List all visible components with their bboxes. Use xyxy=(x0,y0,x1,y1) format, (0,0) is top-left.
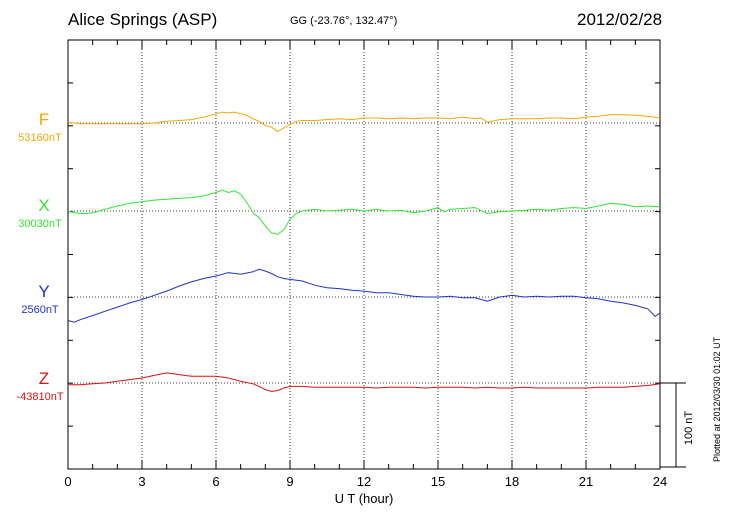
series-baseline-z: -43810nT xyxy=(16,391,63,403)
x-tick-label: 9 xyxy=(286,474,293,489)
series-name-z: Z xyxy=(39,369,49,388)
x-tick-label: 18 xyxy=(505,474,519,489)
series-line-x xyxy=(67,189,661,236)
series-line-z xyxy=(68,372,661,392)
series-name-y: Y xyxy=(38,282,49,301)
series-baseline-y: 2560nT xyxy=(21,304,59,316)
x-tick-label: 21 xyxy=(579,474,593,489)
scale-bar-label: 100 nT xyxy=(683,411,695,446)
series-labels: F 53160nT X 30030nT Y 2560nT Z -43810nT xyxy=(16,110,63,403)
series-line-y xyxy=(67,268,661,323)
x-axis-label: U T (hour) xyxy=(335,491,394,506)
series-name-x: X xyxy=(38,196,49,215)
plot-date: 2012/02/28 xyxy=(577,10,663,29)
series-line-f xyxy=(67,111,661,132)
x-tick-label: 3 xyxy=(138,474,145,489)
axes: 0 3 6 9 12 15 18 21 24 U T (hour) xyxy=(64,39,667,506)
scale-bar: 100 nT xyxy=(660,382,695,468)
station-coordinates: GG (-23.76°, 132.47°) xyxy=(290,15,398,27)
station-title: Alice Springs (ASP) xyxy=(68,10,218,29)
series-baseline-x: 30030nT xyxy=(18,218,62,230)
series-baseline-f: 53160nT xyxy=(18,132,62,144)
grid-lines xyxy=(68,40,660,469)
series-lines xyxy=(67,111,661,392)
series-name-f: F xyxy=(39,110,49,129)
x-tick-label: 12 xyxy=(357,474,371,489)
x-tick-label: 24 xyxy=(653,474,667,489)
x-tick-label: 0 xyxy=(64,474,71,489)
x-tick-label: 15 xyxy=(431,474,445,489)
x-tick-label: 6 xyxy=(212,474,219,489)
plot-frame xyxy=(67,39,661,470)
